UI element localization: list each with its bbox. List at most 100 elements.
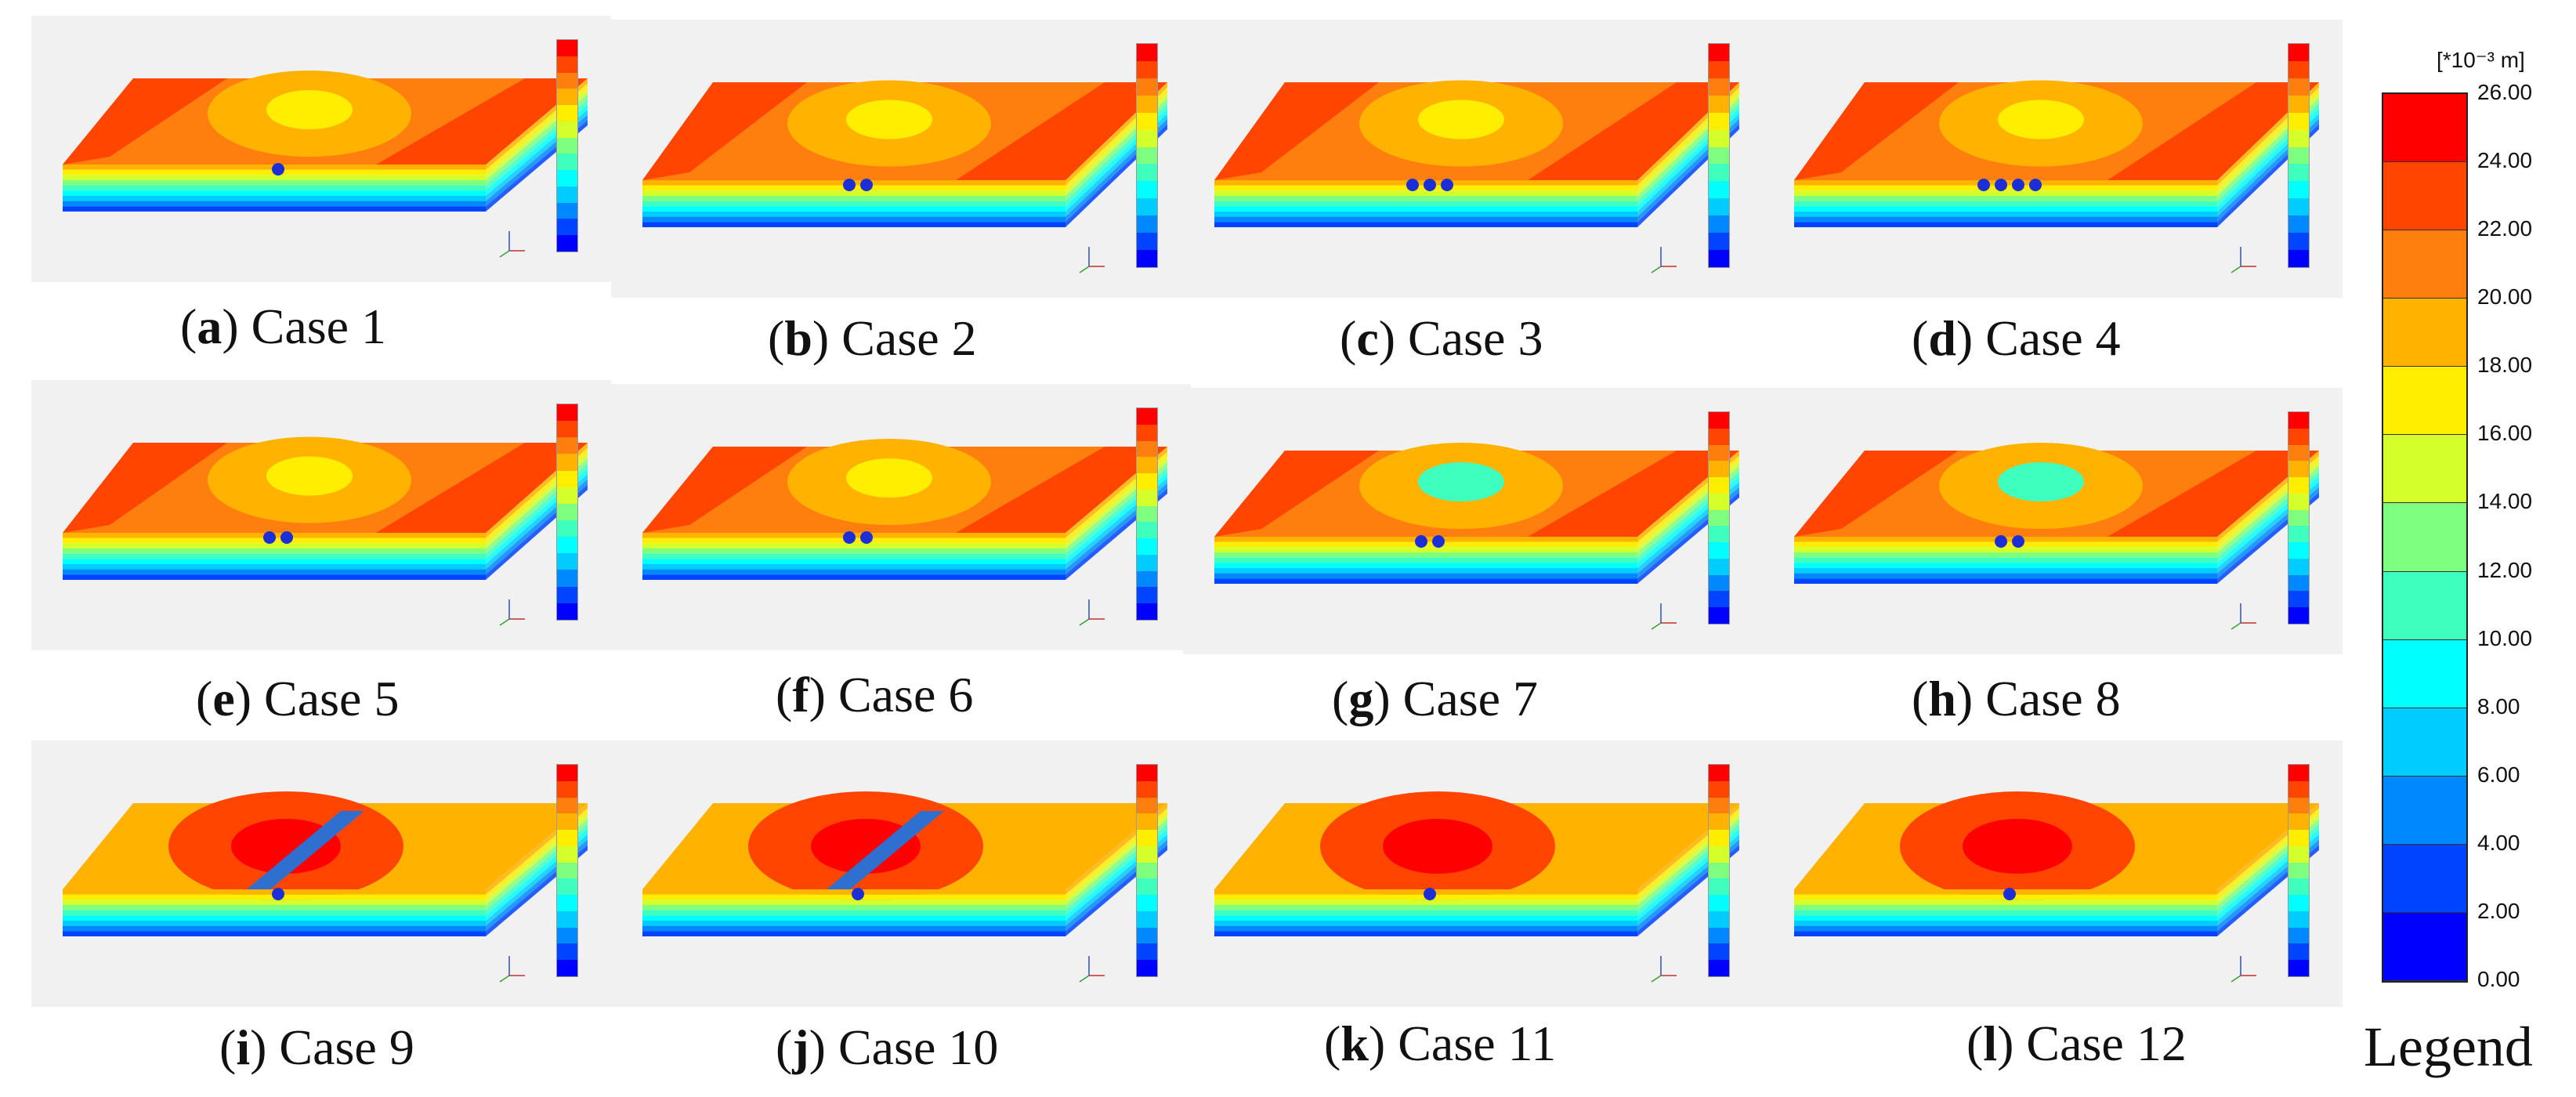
case-label: Case 3 — [1408, 310, 1543, 366]
panel-c: (c) Case 3 — [1183, 20, 1763, 368]
legend-color-cell — [2383, 299, 2466, 367]
panel-f: (f) Case 6 — [611, 384, 1191, 725]
legend-color-cell — [2383, 367, 2466, 436]
legend-tick-label: 8.00 — [2477, 693, 2520, 719]
legend-color-cell — [2383, 776, 2466, 845]
legend-tick-label: 14.00 — [2477, 489, 2533, 514]
displacement-contour-plot — [611, 20, 1191, 298]
legend-color-bar — [2382, 92, 2468, 983]
case-label: Case 6 — [838, 667, 974, 722]
legend-tick-label: 2.00 — [2477, 898, 2520, 923]
case-label: Case 8 — [1985, 671, 2121, 726]
displacement-contour-plot — [1763, 388, 2343, 654]
displacement-contour-plot — [1183, 388, 1763, 654]
case-label: Case 5 — [264, 671, 400, 726]
mini-color-bar — [2288, 411, 2310, 625]
mini-color-bar — [1708, 764, 1730, 977]
mini-color-bar — [2288, 764, 2310, 977]
legend-color-cell — [2383, 708, 2466, 777]
panel-caption: (a) Case 1 — [180, 299, 387, 354]
panel-letter: e — [212, 671, 235, 726]
case-label: Case 2 — [841, 310, 977, 366]
legend-color-cell — [2383, 435, 2466, 504]
panel-h: (h) Case 8 — [1763, 388, 2343, 729]
mini-color-bar — [2288, 43, 2310, 268]
displacement-contour-plot — [1763, 740, 2343, 1007]
legend-color-cell — [2383, 503, 2466, 572]
panel-a: (a) Case 1 — [31, 16, 611, 357]
panel-caption: (e) Case 5 — [196, 671, 400, 726]
displacement-contour-plot — [611, 740, 1191, 1007]
mini-color-bar — [1708, 411, 1730, 625]
panel-caption: (f) Case 6 — [776, 667, 974, 722]
legend-color-cell — [2383, 571, 2466, 640]
panel-caption: (l) Case 12 — [1966, 1016, 2187, 1071]
legend-tick-label: 16.00 — [2477, 421, 2533, 446]
displacement-contour-plot — [1763, 20, 2343, 298]
panel-letter: d — [1928, 310, 1956, 366]
displacement-contour-plot — [1183, 740, 1763, 1007]
case-label: Case 10 — [838, 1019, 999, 1075]
legend-tick-label: 22.00 — [2477, 216, 2533, 241]
panel-i: (i) Case 9 — [31, 740, 611, 1077]
panel-caption: (j) Case 10 — [776, 1019, 999, 1075]
legend-unit: [*10⁻³ m] — [2437, 48, 2525, 72]
panel-caption: (i) Case 9 — [219, 1019, 414, 1075]
legend-tick-label: 0.00 — [2477, 967, 2520, 991]
panel-letter: h — [1928, 671, 1956, 726]
case-label: Case 4 — [1985, 310, 2121, 366]
legend-color-cell — [2383, 230, 2466, 299]
displacement-contour-plot — [31, 380, 611, 650]
panel-letter: c — [1356, 310, 1379, 366]
panel-k: (k) Case 11 — [1183, 740, 1763, 1073]
legend-tick-label: 6.00 — [2477, 762, 2520, 787]
panel-d: (d) Case 4 — [1763, 20, 2343, 368]
case-label: Case 12 — [2026, 1016, 2187, 1071]
case-label: Case 1 — [251, 299, 387, 354]
figure-panels: (a) Case 1 (b) Case 2 (c) Case 3 (d) Case 4… — [31, 16, 2343, 1077]
panel-b: (b) Case 2 — [611, 20, 1191, 368]
panel-e: (e) Case 5 — [31, 380, 611, 729]
legend-tick-label: 20.00 — [2477, 284, 2533, 310]
panel-caption: (h) Case 8 — [1912, 671, 2121, 726]
panel-caption: (k) Case 11 — [1324, 1016, 1557, 1071]
panel-letter: i — [236, 1019, 251, 1075]
case-label: Case 11 — [1398, 1016, 1557, 1071]
panel-caption: (b) Case 2 — [768, 310, 977, 366]
legend-color-cell — [2383, 639, 2466, 708]
legend-tick-label: 10.00 — [2477, 625, 2533, 650]
mini-color-bar — [1136, 407, 1158, 621]
legend: [*10⁻³ m] 26.00 24.00 22.00 20.00 18.00 16.00… — [2358, 31, 2576, 1097]
displacement-contour-plot — [611, 384, 1191, 650]
panel-l: (l) Case 12 — [1763, 740, 2343, 1073]
legend-color-cell — [2383, 912, 2466, 981]
panel-letter: a — [197, 299, 223, 354]
panel-letter: b — [784, 310, 812, 366]
panel-caption: (g) Case 7 — [1332, 671, 1539, 726]
panel-caption: (c) Case 3 — [1340, 310, 1543, 366]
panel-letter: l — [1983, 1016, 1998, 1071]
legend-tick-label: 4.00 — [2477, 830, 2520, 855]
legend-tick-label: 18.00 — [2477, 353, 2533, 378]
panel-g: (g) Case 7 — [1183, 388, 1763, 729]
legend-color-cell — [2383, 94, 2466, 163]
legend-tick-label: 24.00 — [2477, 148, 2533, 173]
panel-letter: g — [1348, 671, 1374, 726]
legend-tick-label: 26.00 — [2477, 80, 2533, 104]
mini-color-bar — [556, 39, 578, 252]
case-label: Case 9 — [279, 1019, 414, 1075]
mini-color-bar — [1136, 764, 1158, 977]
legend-color-cell — [2383, 162, 2466, 231]
mini-color-bar — [556, 404, 578, 621]
mini-color-bar — [1136, 43, 1158, 268]
legend-tick-label: 12.00 — [2477, 557, 2533, 582]
mini-color-bar — [1708, 43, 1730, 268]
legend-color-cell — [2383, 844, 2466, 913]
displacement-contour-plot — [1183, 20, 1763, 298]
panel-letter: k — [1340, 1016, 1369, 1071]
panel-caption: (d) Case 4 — [1912, 310, 2121, 366]
displacement-contour-plot — [31, 16, 611, 282]
panel-letter: j — [792, 1019, 809, 1075]
panel-letter: f — [792, 667, 809, 722]
legend-title: Legend — [2364, 1016, 2533, 1078]
